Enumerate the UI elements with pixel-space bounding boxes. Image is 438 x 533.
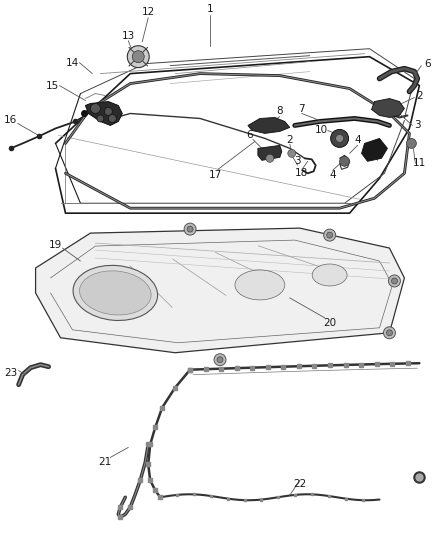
Text: 2: 2 xyxy=(286,135,293,146)
Text: 13: 13 xyxy=(122,31,135,41)
Text: 14: 14 xyxy=(66,58,79,68)
Text: 3: 3 xyxy=(294,156,301,166)
Ellipse shape xyxy=(80,271,151,315)
Text: 4: 4 xyxy=(354,135,361,146)
Circle shape xyxy=(217,357,223,362)
Text: 23: 23 xyxy=(4,368,17,378)
Circle shape xyxy=(214,354,226,366)
Circle shape xyxy=(331,130,349,148)
Text: 3: 3 xyxy=(414,120,420,131)
Text: 16: 16 xyxy=(4,116,17,125)
Text: 20: 20 xyxy=(323,318,336,328)
Text: 6: 6 xyxy=(424,59,431,69)
Text: 6: 6 xyxy=(247,131,253,140)
Circle shape xyxy=(90,103,100,114)
Ellipse shape xyxy=(73,265,158,320)
Circle shape xyxy=(386,330,392,336)
Text: 1: 1 xyxy=(207,4,213,14)
Circle shape xyxy=(392,278,397,284)
Polygon shape xyxy=(361,139,388,161)
Circle shape xyxy=(336,134,343,142)
Polygon shape xyxy=(85,101,122,125)
Text: 4: 4 xyxy=(329,170,336,180)
Text: 9: 9 xyxy=(374,151,381,161)
Circle shape xyxy=(389,275,400,287)
Text: 8: 8 xyxy=(276,107,283,117)
Circle shape xyxy=(132,51,144,63)
Text: 12: 12 xyxy=(141,7,155,17)
Text: 19: 19 xyxy=(49,240,62,250)
Circle shape xyxy=(127,46,149,68)
Text: 22: 22 xyxy=(293,479,306,489)
Ellipse shape xyxy=(235,270,285,300)
Polygon shape xyxy=(258,146,282,160)
Circle shape xyxy=(384,327,396,339)
Circle shape xyxy=(288,149,296,157)
Circle shape xyxy=(97,115,104,122)
Circle shape xyxy=(104,108,112,116)
Polygon shape xyxy=(371,99,404,117)
Text: 10: 10 xyxy=(315,125,328,135)
Circle shape xyxy=(184,223,196,235)
Text: 15: 15 xyxy=(46,80,59,91)
Text: 17: 17 xyxy=(208,170,222,180)
Text: 11: 11 xyxy=(413,158,426,168)
Polygon shape xyxy=(35,228,404,353)
Text: 7: 7 xyxy=(298,103,305,114)
Circle shape xyxy=(266,155,274,163)
Circle shape xyxy=(327,232,332,238)
Text: 21: 21 xyxy=(99,457,112,467)
Circle shape xyxy=(187,226,193,232)
Ellipse shape xyxy=(312,264,347,286)
Circle shape xyxy=(406,139,417,148)
Polygon shape xyxy=(248,117,290,133)
Circle shape xyxy=(324,229,336,241)
Text: 18: 18 xyxy=(295,168,308,179)
Circle shape xyxy=(339,156,350,166)
Text: 2: 2 xyxy=(416,91,423,101)
Circle shape xyxy=(108,115,117,123)
